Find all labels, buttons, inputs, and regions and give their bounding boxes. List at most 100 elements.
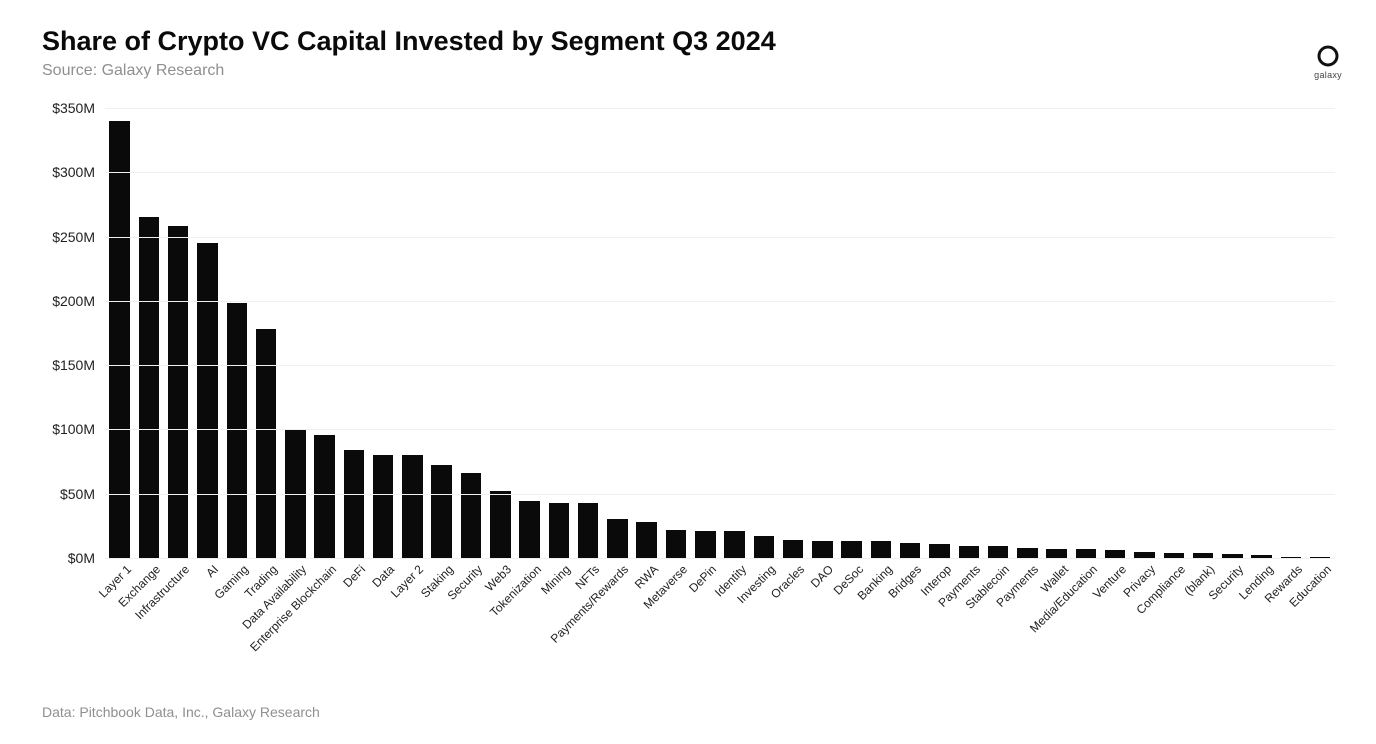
bar bbox=[109, 121, 129, 558]
y-tick-label: $250M bbox=[25, 229, 95, 245]
gridline bbox=[105, 365, 1335, 366]
bar-slot: Enterprise Blockchain bbox=[310, 108, 339, 558]
bar bbox=[402, 455, 422, 558]
bar bbox=[578, 503, 598, 558]
bar bbox=[139, 217, 159, 558]
bar-slot: Lending bbox=[1247, 108, 1276, 558]
bar bbox=[754, 536, 774, 558]
bar-slot: Stablecoin bbox=[983, 108, 1012, 558]
y-tick-label: $0M bbox=[25, 550, 95, 566]
bar-slot: Identity bbox=[720, 108, 749, 558]
gridline bbox=[105, 301, 1335, 302]
bar-slot: Payments bbox=[1013, 108, 1042, 558]
bar bbox=[841, 541, 861, 558]
bar-slot: Venture bbox=[1101, 108, 1130, 558]
bar bbox=[227, 303, 247, 558]
bar bbox=[929, 544, 949, 558]
bar-slot: RWA bbox=[632, 108, 661, 558]
gridline bbox=[105, 237, 1335, 238]
bar-slot: Rewards bbox=[1276, 108, 1305, 558]
bar-slot: Web3 bbox=[486, 108, 515, 558]
bar bbox=[197, 243, 217, 558]
bar-slot: Layer 1 bbox=[105, 108, 134, 558]
gridline bbox=[105, 558, 1335, 559]
chart-subtitle: Source: Galaxy Research bbox=[42, 62, 224, 80]
bar bbox=[314, 435, 334, 558]
brand-logo-label: galaxy bbox=[1314, 70, 1342, 80]
bar-slot: (blank) bbox=[1188, 108, 1217, 558]
x-tick-label: AI bbox=[204, 562, 222, 580]
bar-slot: Mining bbox=[544, 108, 573, 558]
bar bbox=[431, 465, 451, 558]
y-tick-label: $50M bbox=[25, 486, 95, 502]
bar-slot: Layer 2 bbox=[398, 108, 427, 558]
bar bbox=[900, 543, 920, 558]
chart-footer: Data: Pitchbook Data, Inc., Galaxy Resea… bbox=[42, 704, 320, 720]
bar bbox=[373, 455, 393, 558]
bar-slot: Wallet bbox=[1042, 108, 1071, 558]
gridline bbox=[105, 172, 1335, 173]
bar-slot: Compliance bbox=[1159, 108, 1188, 558]
bar-slot: Trading bbox=[251, 108, 280, 558]
bar bbox=[636, 522, 656, 558]
bar bbox=[344, 450, 364, 558]
bar bbox=[256, 329, 276, 558]
bar-slot: Investing bbox=[749, 108, 778, 558]
bar bbox=[812, 541, 832, 558]
bar bbox=[519, 501, 539, 558]
bar bbox=[724, 531, 744, 558]
bar bbox=[1076, 549, 1096, 558]
bar bbox=[988, 546, 1008, 558]
bar bbox=[549, 503, 569, 558]
bar-slot: Interop bbox=[925, 108, 954, 558]
bar bbox=[1046, 549, 1066, 558]
y-tick-label: $150M bbox=[25, 357, 95, 373]
gridline bbox=[105, 494, 1335, 495]
bar bbox=[168, 226, 188, 558]
chart-container: Share of Crypto VC Capital Invested by S… bbox=[0, 0, 1376, 744]
bar-slot: Tokenization bbox=[515, 108, 544, 558]
bar-slot: Bridges bbox=[896, 108, 925, 558]
bar bbox=[490, 491, 510, 558]
bar bbox=[1017, 548, 1037, 558]
bar-slot: AI bbox=[193, 108, 222, 558]
galaxy-logo-icon bbox=[1316, 44, 1340, 68]
bar bbox=[607, 519, 627, 558]
bar-slot: Security bbox=[1218, 108, 1247, 558]
bar bbox=[695, 531, 715, 558]
bar-slot: Data bbox=[369, 108, 398, 558]
bar-slot: Media/Education bbox=[1071, 108, 1100, 558]
plot-area: Layer 1ExchangeInfrastructureAIGamingTra… bbox=[105, 108, 1335, 558]
bar-slot: Infrastructure bbox=[164, 108, 193, 558]
bar bbox=[871, 541, 891, 558]
bar bbox=[666, 530, 686, 558]
bar-slot: DePin bbox=[691, 108, 720, 558]
bar-slot: Payments/Rewards bbox=[603, 108, 632, 558]
chart-title: Share of Crypto VC Capital Invested by S… bbox=[42, 26, 776, 57]
bars-group: Layer 1ExchangeInfrastructureAIGamingTra… bbox=[105, 108, 1335, 558]
gridline bbox=[105, 429, 1335, 430]
brand-logo: galaxy bbox=[1314, 44, 1342, 80]
bar-slot: Security bbox=[456, 108, 485, 558]
bar-slot: Data Availability bbox=[281, 108, 310, 558]
y-tick-label: $200M bbox=[25, 293, 95, 309]
bar-slot: DeFi bbox=[339, 108, 368, 558]
bar bbox=[461, 473, 481, 558]
bar-slot: Staking bbox=[427, 108, 456, 558]
bar-slot: Exchange bbox=[134, 108, 163, 558]
bar-slot: NFTs bbox=[574, 108, 603, 558]
x-tick-label: Mining bbox=[538, 562, 573, 597]
bar bbox=[1105, 550, 1125, 558]
bar-slot: Payments bbox=[954, 108, 983, 558]
bar bbox=[783, 540, 803, 558]
gridline bbox=[105, 108, 1335, 109]
y-tick-label: $350M bbox=[25, 100, 95, 116]
bar-slot: Metaverse bbox=[661, 108, 690, 558]
bar-slot: DAO bbox=[808, 108, 837, 558]
x-tick-label: Layer 2 bbox=[388, 562, 426, 600]
bar-slot: Privacy bbox=[1130, 108, 1159, 558]
bar-slot: Banking bbox=[866, 108, 895, 558]
bar-slot: Oracles bbox=[778, 108, 807, 558]
y-tick-label: $100M bbox=[25, 421, 95, 437]
x-tick-label: DeFi bbox=[340, 562, 368, 590]
